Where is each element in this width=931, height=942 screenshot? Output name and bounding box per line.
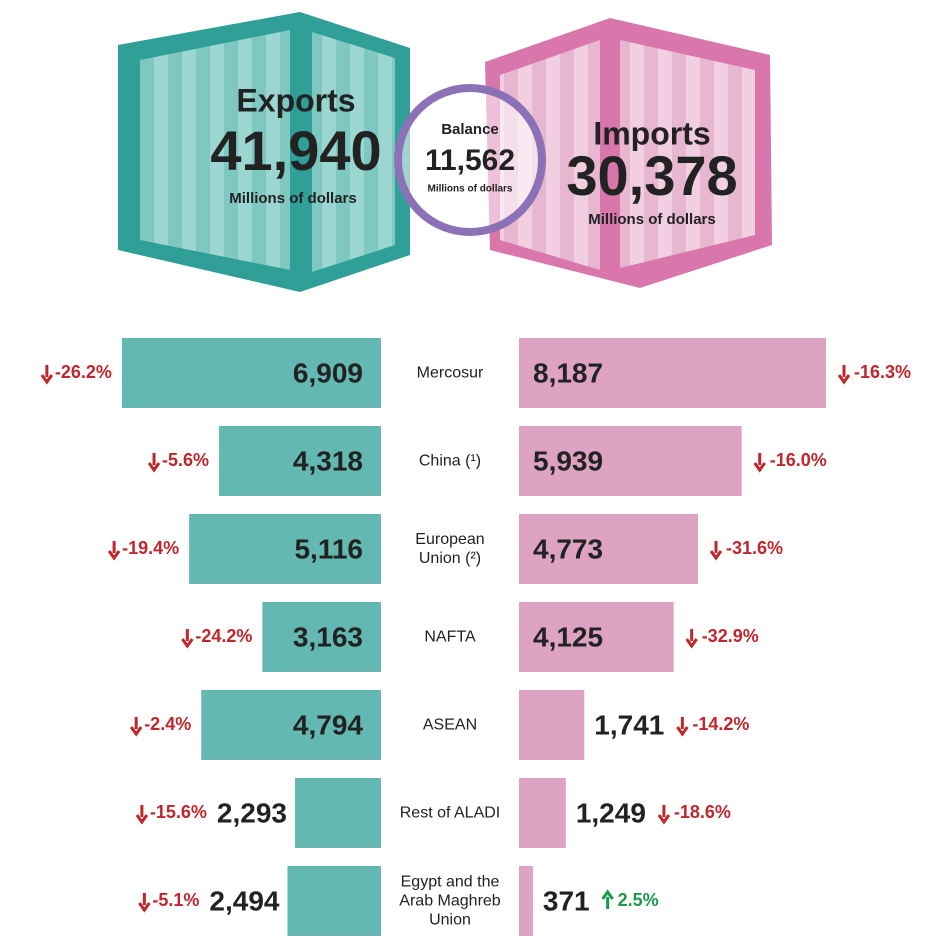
value-label: 6,909 bbox=[293, 357, 363, 388]
change-label: -16.3% bbox=[854, 362, 911, 382]
value-label: 2,293 bbox=[217, 797, 287, 828]
exports-value: 41,940 bbox=[210, 119, 381, 182]
change-arrow bbox=[687, 629, 697, 646]
change-arrow bbox=[42, 365, 52, 382]
balance-unit: Millions of dollars bbox=[427, 184, 512, 195]
change-label: -16.0% bbox=[770, 450, 827, 470]
change-arrow bbox=[711, 541, 721, 558]
bar bbox=[295, 778, 381, 848]
change-arrow bbox=[839, 365, 849, 382]
bar bbox=[519, 690, 584, 760]
imports-value: 30,378 bbox=[566, 144, 737, 207]
category-label: ASEAN bbox=[394, 716, 506, 735]
value-label: 8,187 bbox=[533, 357, 603, 388]
value-label: 4,318 bbox=[293, 445, 363, 476]
category-label: Egypt and the Arab Maghreb Union bbox=[394, 873, 506, 930]
value-label: 5,116 bbox=[294, 533, 363, 564]
category-label: China (¹) bbox=[394, 452, 506, 471]
category-label: Mercosur bbox=[394, 364, 506, 383]
value-label: 5,939 bbox=[533, 445, 603, 476]
change-label: -14.2% bbox=[692, 714, 749, 734]
change-label: -19.4% bbox=[122, 538, 179, 558]
change-arrow bbox=[139, 893, 149, 910]
change-arrow bbox=[755, 453, 765, 470]
change-label: -26.2% bbox=[55, 362, 112, 382]
change-arrow bbox=[149, 453, 159, 470]
balance-value: 11,562 bbox=[425, 144, 515, 177]
value-label: 1,249 bbox=[576, 797, 646, 828]
change-arrow bbox=[109, 541, 119, 558]
change-label: -18.6% bbox=[674, 802, 731, 822]
change-label: -5.6% bbox=[162, 450, 209, 470]
change-arrow bbox=[677, 717, 687, 734]
bar bbox=[287, 866, 381, 936]
imports-unit: Millions of dollars bbox=[588, 211, 716, 228]
change-label: -32.9% bbox=[702, 626, 759, 646]
value-label: 4,125 bbox=[533, 621, 603, 652]
chart: Exports 41,940 Millions of dollars Balan… bbox=[0, 0, 931, 942]
value-label: 3,163 bbox=[293, 621, 363, 652]
change-label: -2.4% bbox=[144, 714, 191, 734]
value-label: 2,494 bbox=[209, 885, 279, 916]
change-arrow bbox=[603, 892, 613, 909]
bar bbox=[519, 778, 566, 848]
change-label: -24.2% bbox=[195, 626, 252, 646]
change-arrow bbox=[659, 805, 669, 822]
value-label: 4,794 bbox=[293, 709, 363, 740]
value-label: 1,741 bbox=[594, 709, 664, 740]
exports-label: Exports bbox=[236, 82, 355, 118]
change-arrow bbox=[137, 805, 147, 822]
change-label: 2.5% bbox=[618, 890, 659, 910]
category-label: NAFTA bbox=[394, 628, 506, 647]
balance-label: Balance bbox=[441, 121, 499, 138]
bar bbox=[519, 866, 533, 936]
infographic: Exports 41,940 Millions of dollars Balan… bbox=[0, 0, 931, 942]
category-label: European Union (²) bbox=[394, 530, 506, 568]
category-label: Rest of ALADI bbox=[394, 804, 506, 823]
change-arrow bbox=[131, 717, 141, 734]
change-arrow bbox=[182, 629, 192, 646]
change-label: -31.6% bbox=[726, 538, 783, 558]
exports-unit: Millions of dollars bbox=[229, 190, 357, 207]
change-label: -15.6% bbox=[150, 802, 207, 822]
change-label: -5.1% bbox=[152, 890, 199, 910]
value-label: 371 bbox=[543, 885, 590, 916]
value-label: 4,773 bbox=[533, 533, 603, 564]
